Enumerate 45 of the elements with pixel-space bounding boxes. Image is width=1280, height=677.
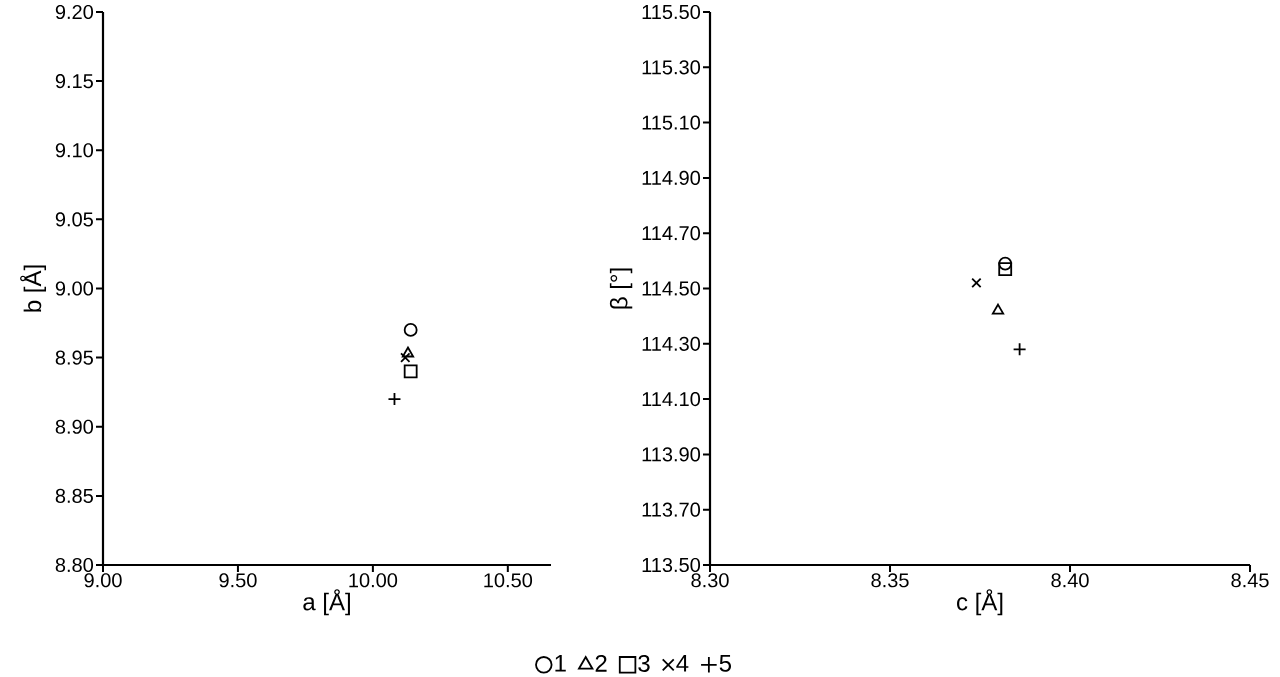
y-tick-label: 8.90: [55, 419, 94, 434]
y-tick-label: 114.90: [642, 170, 701, 185]
y-tick-label: 115.30: [642, 60, 701, 75]
y-tick-label: 9.00: [55, 281, 94, 296]
y-tick-label: 115.10: [642, 115, 701, 130]
legend-label: 4: [676, 655, 689, 672]
x-axis-title: a [Å]: [303, 589, 350, 616]
x-tick-label: 9.00: [84, 573, 122, 588]
y-axis-title: b [Å]: [20, 265, 47, 312]
y-tick-label: 8.95: [55, 350, 93, 365]
point: [403, 364, 418, 379]
x-tick-label: 10.50: [484, 573, 533, 588]
y-tick-label: 113.90: [642, 447, 701, 462]
y-tick-label: 113.50: [642, 557, 701, 573]
y-tick-label: 9.10: [55, 143, 94, 158]
legend-label: 5: [719, 655, 732, 672]
x-tick-label: 9.50: [219, 573, 257, 588]
y-tick-label: 8.80: [55, 557, 94, 573]
x-tick-label: 8.45: [1231, 573, 1269, 588]
point: [971, 277, 982, 289]
y-tick-label: 9.15: [55, 74, 93, 89]
y-tick-label: 9.05: [55, 212, 93, 227]
y-tick-label: 113.70: [642, 502, 701, 517]
x-tick-label: 8.40: [1051, 573, 1089, 588]
y-tick-label: 114.10: [642, 392, 701, 407]
point: [401, 346, 415, 358]
point: [400, 352, 411, 363]
y-axis-title: β [°]: [609, 268, 633, 309]
y-tick-label: 114.70: [642, 226, 701, 241]
point: [998, 262, 1013, 277]
y-tick-label: 115.50: [642, 4, 701, 20]
point: [998, 256, 1013, 271]
point: [991, 303, 1005, 315]
x-tick-label: 8.35: [871, 573, 909, 588]
y-tick-label: 9.20: [55, 4, 94, 20]
y-tick-label: 114.30: [642, 336, 701, 351]
legend-label: 3: [638, 654, 650, 672]
x-axis-title: c [Å]: [957, 589, 1003, 616]
x-tick-label: 8.30: [691, 573, 729, 588]
x-tick-label: 10.00: [349, 573, 398, 588]
y-tick-label: 8.85: [55, 488, 93, 503]
legend-label: 2: [595, 654, 607, 672]
legend-label: 1: [555, 655, 566, 672]
y-tick-label: 114.50: [642, 281, 701, 296]
point: [403, 323, 418, 337]
